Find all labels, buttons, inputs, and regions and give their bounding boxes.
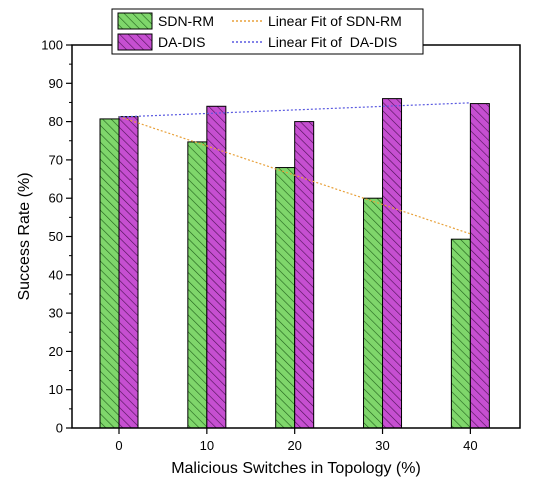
y-tick-label: 30: [49, 306, 63, 321]
x-tick-label: 20: [287, 438, 301, 453]
x-tick-label: 30: [375, 438, 389, 453]
y-tick-label: 50: [49, 229, 63, 244]
bar-sdn-rm-30: [363, 197, 384, 429]
legend: SDN-RM DA-DIS Linear Fit of SDN-RM Linea…: [111, 8, 424, 55]
y-tick-label: 70: [49, 152, 63, 167]
y-tick-label: 80: [49, 114, 63, 129]
bar-da-dis-30: [382, 98, 403, 429]
legend-label-da-dis: DA-DIS: [158, 34, 205, 50]
y-tick-label: 20: [49, 344, 63, 359]
bar-da-dis-10: [206, 105, 227, 429]
x-tick-label: 0: [115, 438, 122, 453]
fit-line-da-dis: [118, 102, 471, 118]
fit-line-sdn-rm: [118, 116, 471, 235]
legend-label-sdn-rm: SDN-RM: [158, 13, 214, 29]
x-axis-title: Malicious Switches in Topology (%): [171, 460, 421, 477]
fit-lines: [118, 102, 471, 235]
bar-sdn-rm-0: [99, 118, 120, 429]
y-axis-title: Success Rate (%): [16, 172, 33, 300]
bar-da-dis-0: [118, 116, 139, 429]
x-tick-label: 40: [463, 438, 477, 453]
bar-sdn-rm-40: [450, 238, 471, 429]
legend-label-fit-da-dis: Linear Fit of DA-DIS: [268, 34, 397, 50]
bar-sdn-rm-20: [275, 167, 296, 429]
y-tick-label: 60: [49, 191, 63, 206]
y-tick-label: 0: [56, 421, 63, 436]
y-tick-label: 90: [49, 76, 63, 91]
x-tick-label: 10: [200, 438, 214, 453]
y-tick-label: 10: [49, 382, 63, 397]
legend-label-fit-sdn-rm: Linear Fit of SDN-RM: [268, 13, 402, 29]
y-axis-ticks: 0 10 20 30 40 50 60 70 80 90 100: [41, 38, 72, 436]
bar-da-dis-20: [294, 121, 315, 429]
y-tick-label: 100: [41, 38, 63, 53]
legend-swatch-da-dis: [117, 33, 153, 51]
legend-swatch-sdn-rm: [117, 12, 153, 30]
bar-sdn-rm-10: [187, 141, 208, 429]
bar-da-dis-40: [469, 103, 490, 429]
x-axis-ticks: 0 10 20 30 40: [115, 428, 478, 453]
bars: [99, 98, 490, 429]
legend-box: [111, 8, 424, 55]
y-tick-label: 40: [49, 267, 63, 282]
